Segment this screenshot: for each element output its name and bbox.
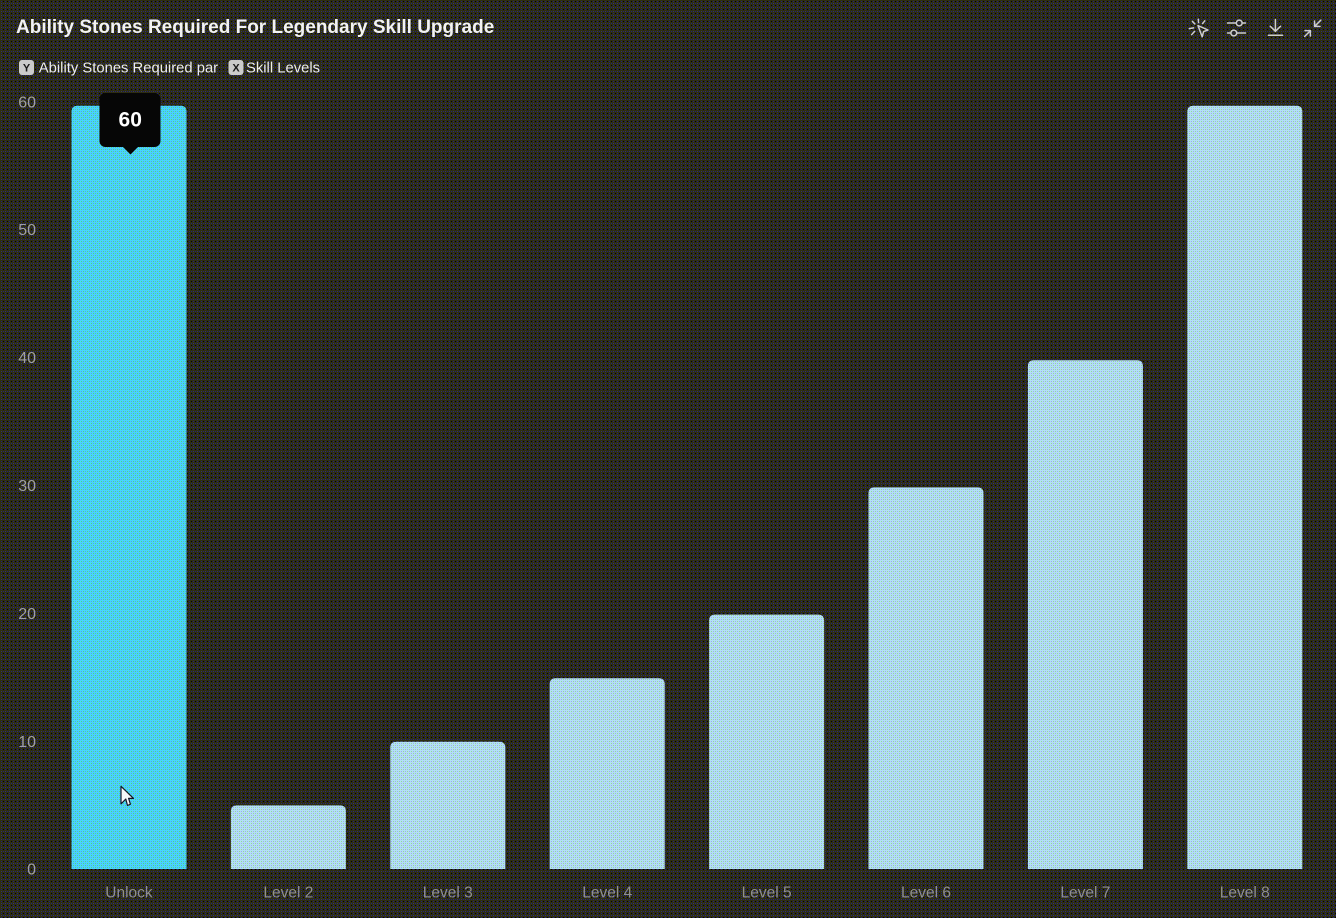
svg-text:Unlock: Unlock	[105, 884, 153, 901]
svg-text:Level 2: Level 2	[263, 884, 313, 901]
svg-text:40: 40	[18, 350, 36, 367]
svg-text:60: 60	[119, 108, 142, 131]
svg-text:Level 8: Level 8	[1220, 884, 1270, 901]
svg-text:Level 5: Level 5	[742, 884, 792, 901]
svg-text:Skill Levels: Skill Levels	[246, 61, 320, 77]
svg-text:Y: Y	[23, 63, 31, 75]
svg-text:60: 60	[18, 94, 36, 111]
svg-text:Level 7: Level 7	[1060, 884, 1110, 901]
svg-text:10: 10	[18, 734, 36, 751]
svg-text:30: 30	[18, 478, 36, 495]
svg-text:Level 3: Level 3	[423, 884, 473, 901]
svg-text:Ability Stones Required For Le: Ability Stones Required For Legendary Sk…	[16, 17, 494, 38]
svg-text:X: X	[232, 63, 240, 75]
svg-text:Level 4: Level 4	[582, 884, 632, 901]
svg-text:Ability Stones Required par: Ability Stones Required par	[39, 61, 218, 77]
svg-text:Level 6: Level 6	[901, 884, 951, 901]
svg-text:0: 0	[27, 862, 36, 879]
svg-text:20: 20	[18, 606, 36, 623]
svg-text:50: 50	[18, 222, 36, 239]
